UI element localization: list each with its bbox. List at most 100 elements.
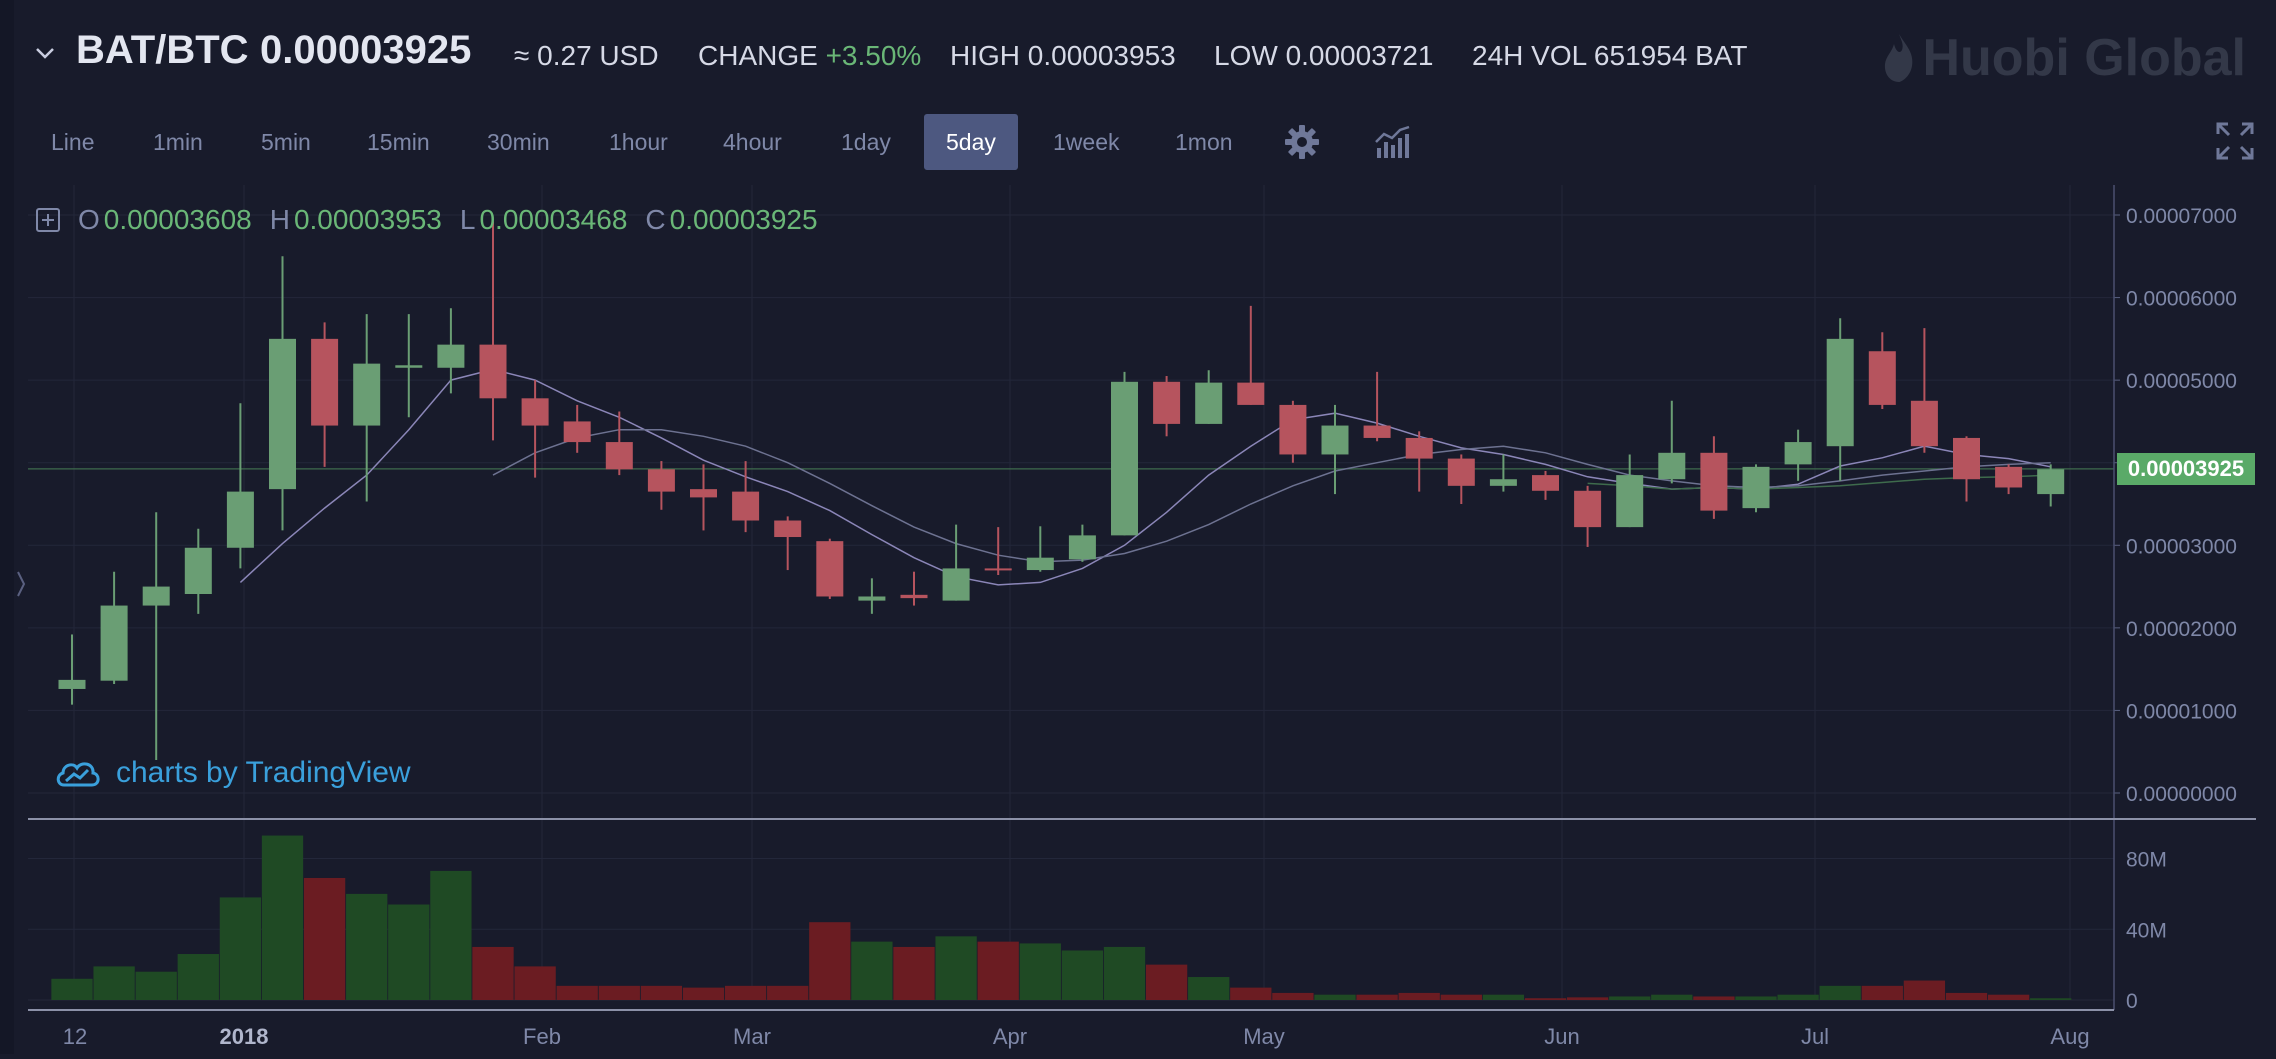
high-value: 0.00003953 [1027,40,1176,71]
volume-bar [1903,980,1946,1000]
timeframe-4hour[interactable]: 4hour [723,129,782,155]
volume-bar [219,897,262,1000]
volume-bar [1230,987,1272,1000]
timeframe-15min[interactable]: 15min [367,129,430,155]
candle-body [226,491,254,548]
usd-price: ≈ 0.27 USD [514,40,659,71]
fullscreen-icon[interactable] [2214,120,2256,162]
volume-tick-label: 80M [2126,849,2167,872]
timeframe-1mon[interactable]: 1mon [1175,129,1233,155]
volume-bar [1777,994,1819,1000]
volume-bar [1272,992,1314,1000]
volume-bar [346,893,388,1000]
candle-body [900,594,928,599]
volume-bar [177,954,219,1000]
volume-bar [1735,996,1777,1000]
candle-body [1237,382,1265,405]
volume-bar [1651,994,1693,1000]
candle-body [1447,458,1475,486]
change-value: +3.50% [825,40,922,71]
volume-bar [1061,950,1104,1000]
candle-body [1953,437,1980,480]
volume-tick-label: 40M [2126,919,2167,942]
candle-body [437,344,465,368]
flame-icon [1885,34,1913,82]
candle-body [1658,452,1686,480]
ma-line [239,368,2051,586]
low-label: L [459,204,476,235]
x-tick-label: Mar [733,1024,771,1049]
indicators-icon[interactable] [1372,122,1412,162]
timeframe-30min[interactable]: 30min [487,129,550,155]
volume-bar [514,966,556,1000]
volume-bar [303,877,346,1000]
candle-body [984,568,1012,571]
volume-tick-label: 0 [2126,990,2138,1013]
gear-icon[interactable] [1282,122,1322,162]
timeframe-1min[interactable]: 1min [153,129,203,155]
x-tick-label: 2018 [220,1024,269,1049]
cloud-icon [56,762,100,787]
x-tick-label: May [1243,1024,1285,1049]
volume-bar [1188,977,1230,1000]
volume-stat: 24H VOL 651954 BAT [1472,40,1748,72]
volume-bars [51,835,2072,1000]
expand-legend-icon[interactable] [36,208,60,232]
volume-bar [1693,996,1735,1000]
candle-body [353,363,381,426]
low-value: 0.00003468 [479,204,628,235]
high-label: H [269,204,290,235]
brand-logo: Huobi Global [1882,28,2246,88]
tradingview-watermark[interactable]: charts by TradingView [54,756,411,790]
volume-bar [556,985,598,1000]
last-price-tag: 0.00003925 [2117,452,2255,485]
candle-body [690,489,717,498]
x-tick-label: Jul [1801,1024,1829,1049]
volume-bar [1440,994,1482,1000]
timeframe-1hour[interactable]: 1hour [609,129,668,155]
x-tick-label: Apr [993,1024,1027,1049]
timeframe-5day[interactable]: 5day [924,114,1018,170]
y-tick-label: 0.00003000 [2126,535,2237,558]
candle-body [563,421,591,443]
candle-body [605,442,633,470]
volume-bar [767,985,809,1000]
y-tick-label: 0.00000000 [2126,783,2237,806]
volume-bar [135,971,177,1000]
volume-bar [388,904,430,1000]
volume-bar [1398,992,1440,1000]
ohlc-legend: O 0.00003608 H 0.00003953 L 0.00003468 C 0.0… [36,204,818,236]
timeframe-1day[interactable]: 1day [841,129,891,155]
y-tick-label: 0.00005000 [2126,370,2237,393]
candle-body [1700,452,1728,511]
volume-bar [2030,998,2072,1000]
low-stat: LOW 0.00003721 [1214,40,1434,72]
candle-body [521,398,549,426]
candle-body [647,469,675,492]
volume-bar [1314,994,1356,1000]
grid [28,185,2114,1001]
scroll-left-icon [17,571,26,597]
low-label: LOW [1214,40,1278,71]
volume-bar [1524,998,1567,1000]
brand-name: Huobi Global [1922,29,2246,87]
last-price: 0.00003925 [260,28,472,72]
watermark-text: charts by TradingView [116,756,411,789]
close-label: C [645,204,666,235]
y-tick-label: 0.00007000 [2126,205,2237,228]
timeframe-1week[interactable]: 1week [1053,129,1120,155]
volume-bar [430,870,472,1000]
volume-bar [1987,994,2030,1000]
candle-body [395,365,423,368]
timeframe-5min[interactable]: 5min [261,129,311,155]
volume-bar [1019,943,1061,1000]
candle-body [1995,466,2023,488]
candle-body [1742,466,1770,509]
candle-body [1574,490,1602,528]
timeframe-line[interactable]: Line [51,129,95,155]
pair-name[interactable]: BAT/BTC [76,28,249,72]
chevron-down-icon[interactable] [34,42,56,64]
candle-body [269,338,296,490]
